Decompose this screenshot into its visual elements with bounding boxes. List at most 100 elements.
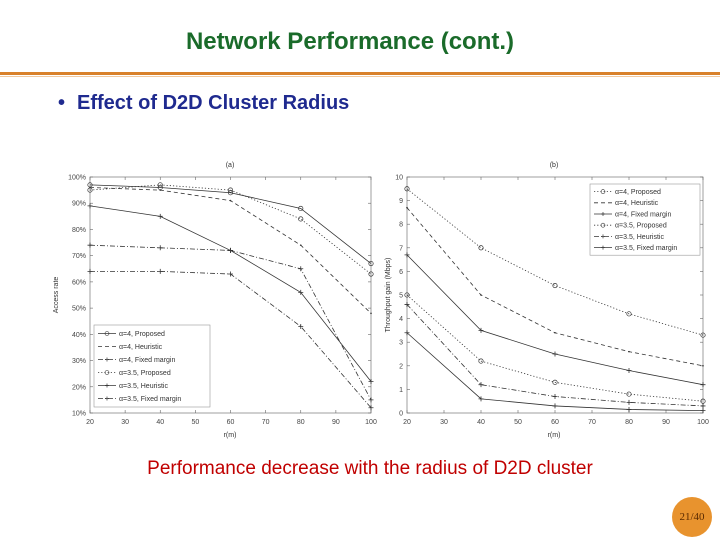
data-point bbox=[552, 379, 558, 385]
data-point bbox=[702, 365, 704, 367]
data-point bbox=[700, 332, 706, 338]
data-point bbox=[478, 358, 484, 364]
figure: 20 30 40 50 60 70 80 90 10010%20%30%40%50%60%70%… bbox=[53, 162, 709, 439]
y-tick-label: 10% bbox=[72, 411, 86, 418]
x-tick-label: 90 bbox=[332, 419, 340, 426]
data-point bbox=[478, 382, 484, 388]
data-point bbox=[368, 397, 374, 403]
y-tick-label: 80% bbox=[72, 227, 86, 234]
x-tick-label: 100 bbox=[697, 419, 709, 426]
data-point bbox=[229, 199, 232, 202]
data-point bbox=[700, 382, 706, 388]
legend-label: α=3.5, Proposed bbox=[119, 370, 171, 377]
data-point bbox=[404, 330, 410, 336]
y-tick-label: 8 bbox=[399, 222, 403, 229]
y-tick-label: 3 bbox=[399, 340, 403, 347]
x-tick-label: 30 bbox=[440, 419, 448, 426]
data-point bbox=[478, 327, 484, 333]
x-tick-label: 40 bbox=[477, 419, 485, 426]
page-number-badge: 21/40 bbox=[672, 497, 712, 537]
legend-label: α=4, Heuristic bbox=[615, 200, 659, 207]
bullet-item: • Effect of D2D Cluster Radius bbox=[58, 92, 349, 115]
data-point bbox=[626, 311, 632, 317]
data-point bbox=[406, 206, 408, 209]
y-axis-label: Access rate bbox=[53, 277, 60, 314]
y-tick-label: 4 bbox=[399, 316, 403, 323]
x-axis-label: r(m) bbox=[548, 432, 561, 439]
x-tick-label: 20 bbox=[403, 419, 411, 426]
chart-panel-b: 20 30 40 50 60 70 80 90 100 0 1 2 3 4 5 6 7 8 9 10 (b) r(m) Th… bbox=[385, 162, 709, 439]
x-tick-label: 80 bbox=[297, 419, 305, 426]
data-point bbox=[478, 245, 484, 251]
data-point bbox=[368, 379, 374, 385]
data-point bbox=[700, 403, 706, 409]
legend-label: α=4, Fixed margin bbox=[615, 211, 671, 218]
y-tick-label: 0 bbox=[399, 411, 403, 418]
legend-box bbox=[93, 324, 211, 408]
data-point bbox=[480, 294, 482, 296]
series-line bbox=[89, 184, 372, 264]
data-point bbox=[298, 266, 304, 272]
legend-marker bbox=[601, 245, 605, 250]
data-point bbox=[368, 271, 374, 277]
legend-label: α=4, Proposed bbox=[615, 189, 661, 196]
y-tick-label: 40% bbox=[72, 332, 86, 339]
x-axis-label: r(m) bbox=[224, 432, 237, 439]
data-point bbox=[404, 301, 410, 307]
data-point bbox=[298, 216, 304, 222]
data-point bbox=[626, 368, 632, 374]
y-tick-label: 6 bbox=[399, 269, 403, 276]
data-point bbox=[554, 331, 556, 334]
y-tick-label: 2 bbox=[399, 363, 403, 370]
series-line bbox=[89, 184, 372, 275]
data-point bbox=[157, 268, 163, 274]
legend-box bbox=[589, 183, 701, 256]
data-point bbox=[552, 283, 558, 289]
chart-panel-a: 20 30 40 50 60 70 80 90 100 10% 20% 30% 40% 50% 60% 70%… bbox=[53, 162, 377, 439]
data-point bbox=[628, 350, 630, 353]
figure-caption: Performance decrease with the radius of … bbox=[147, 458, 593, 479]
data-point bbox=[299, 244, 302, 246]
data-point bbox=[552, 351, 558, 357]
data-point bbox=[298, 289, 304, 295]
legend-marker bbox=[600, 222, 606, 228]
data-point bbox=[700, 398, 706, 404]
y-tick-label: 100% bbox=[68, 175, 86, 182]
y-tick-label: 9 bbox=[399, 198, 403, 205]
x-tick-label: 50 bbox=[514, 419, 522, 426]
legend-marker bbox=[601, 234, 605, 239]
legend-label: α=3.5, Fixed margin bbox=[615, 245, 677, 252]
data-point bbox=[626, 399, 632, 405]
legend-label: α=3.5, Heuristic bbox=[119, 383, 168, 390]
data-point bbox=[87, 242, 93, 248]
data-point bbox=[404, 186, 410, 192]
y-tick-label: 10 bbox=[395, 175, 403, 182]
legend-label: α=4, Proposed bbox=[119, 331, 165, 338]
y-tick-label: 5 bbox=[399, 293, 403, 300]
y-tick-label: 90% bbox=[72, 201, 86, 208]
data-point bbox=[368, 405, 374, 411]
legend-label: α=3.5, Heuristic bbox=[615, 234, 664, 241]
y-tick-label: 60% bbox=[72, 279, 86, 286]
y-tick-label: 70% bbox=[72, 253, 86, 260]
data-point bbox=[227, 187, 234, 193]
y-tick-label: 7 bbox=[399, 245, 403, 252]
data-point bbox=[552, 393, 558, 399]
bullet-marker: • bbox=[58, 92, 66, 114]
data-point bbox=[626, 406, 632, 412]
data-point bbox=[159, 189, 162, 191]
data-point bbox=[552, 403, 558, 409]
x-tick-label: 70 bbox=[262, 419, 270, 426]
data-point bbox=[404, 252, 410, 258]
data-point bbox=[368, 260, 374, 267]
title-underline bbox=[0, 72, 720, 75]
x-tick-label: 90 bbox=[662, 419, 670, 426]
data-point bbox=[370, 312, 372, 315]
x-tick-label: 100 bbox=[365, 419, 377, 426]
legend-label: α=3.5, Proposed bbox=[615, 223, 667, 230]
y-tick-label: 20% bbox=[72, 384, 86, 391]
data-point bbox=[626, 391, 632, 397]
series-line bbox=[406, 188, 704, 336]
panel-label: (b) bbox=[550, 162, 559, 169]
legend-label: α=4, Fixed margin bbox=[119, 357, 175, 364]
